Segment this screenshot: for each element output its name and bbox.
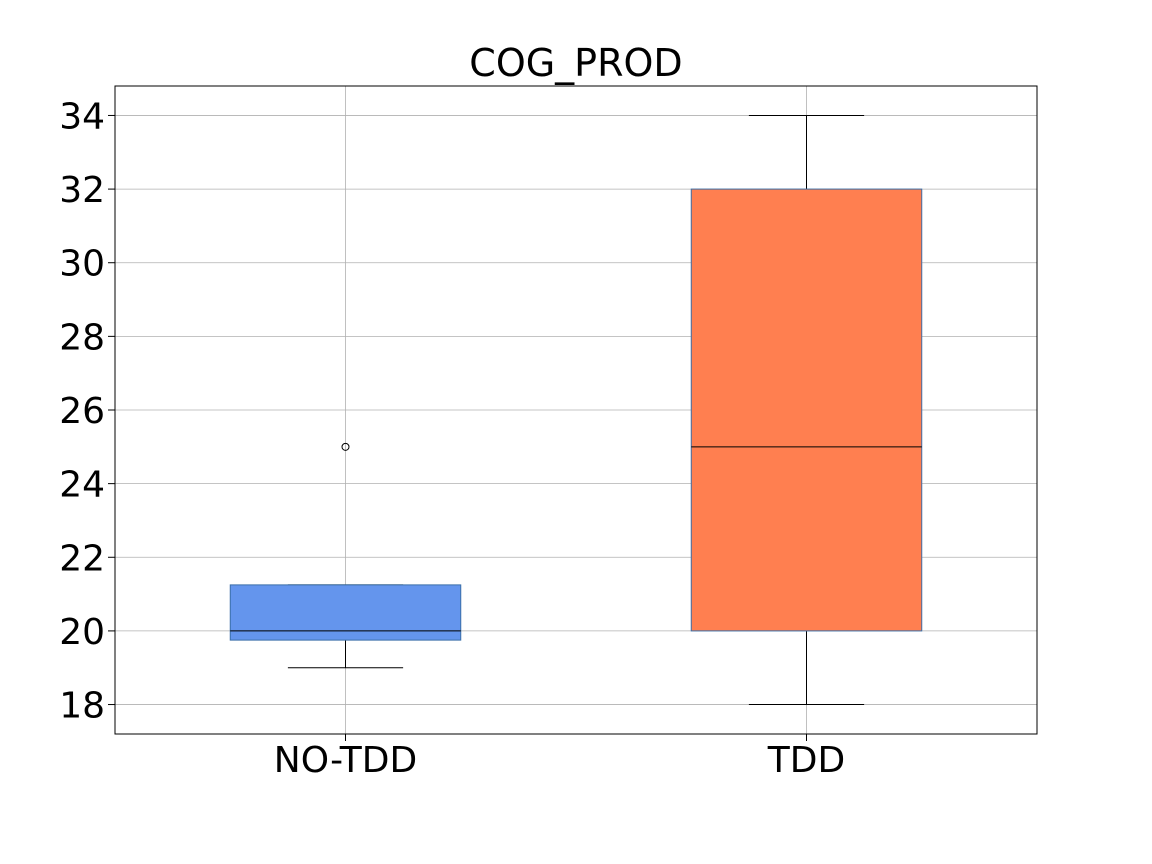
y-tick-label: 22 — [59, 538, 105, 579]
box-no-tdd — [229, 442, 462, 669]
chart-title: COG_PROD — [469, 41, 682, 85]
x-tick-label: NO-TDD — [274, 740, 417, 781]
y-tick-label: 34 — [59, 96, 105, 137]
box-body — [229, 584, 462, 641]
y-tick-label: 18 — [59, 686, 105, 727]
boxes — [229, 114, 923, 706]
y-tick-label: 26 — [59, 391, 105, 432]
y-tick-labels: 18 20 22 24 26 28 30 32 34 — [59, 96, 115, 727]
y-tick-label: 24 — [59, 465, 105, 506]
box-tdd — [690, 114, 923, 706]
y-tick-label: 20 — [59, 612, 105, 653]
x-tick-label: TDD — [767, 740, 845, 781]
x-tick-labels: NO-TDD TDD — [274, 734, 845, 781]
y-tick-label: 32 — [59, 170, 105, 211]
y-tick-label: 28 — [59, 317, 105, 358]
plot-frame — [114, 85, 1038, 735]
outlier-point — [341, 442, 350, 451]
y-tick-label: 30 — [59, 244, 105, 285]
box-body — [690, 188, 923, 632]
